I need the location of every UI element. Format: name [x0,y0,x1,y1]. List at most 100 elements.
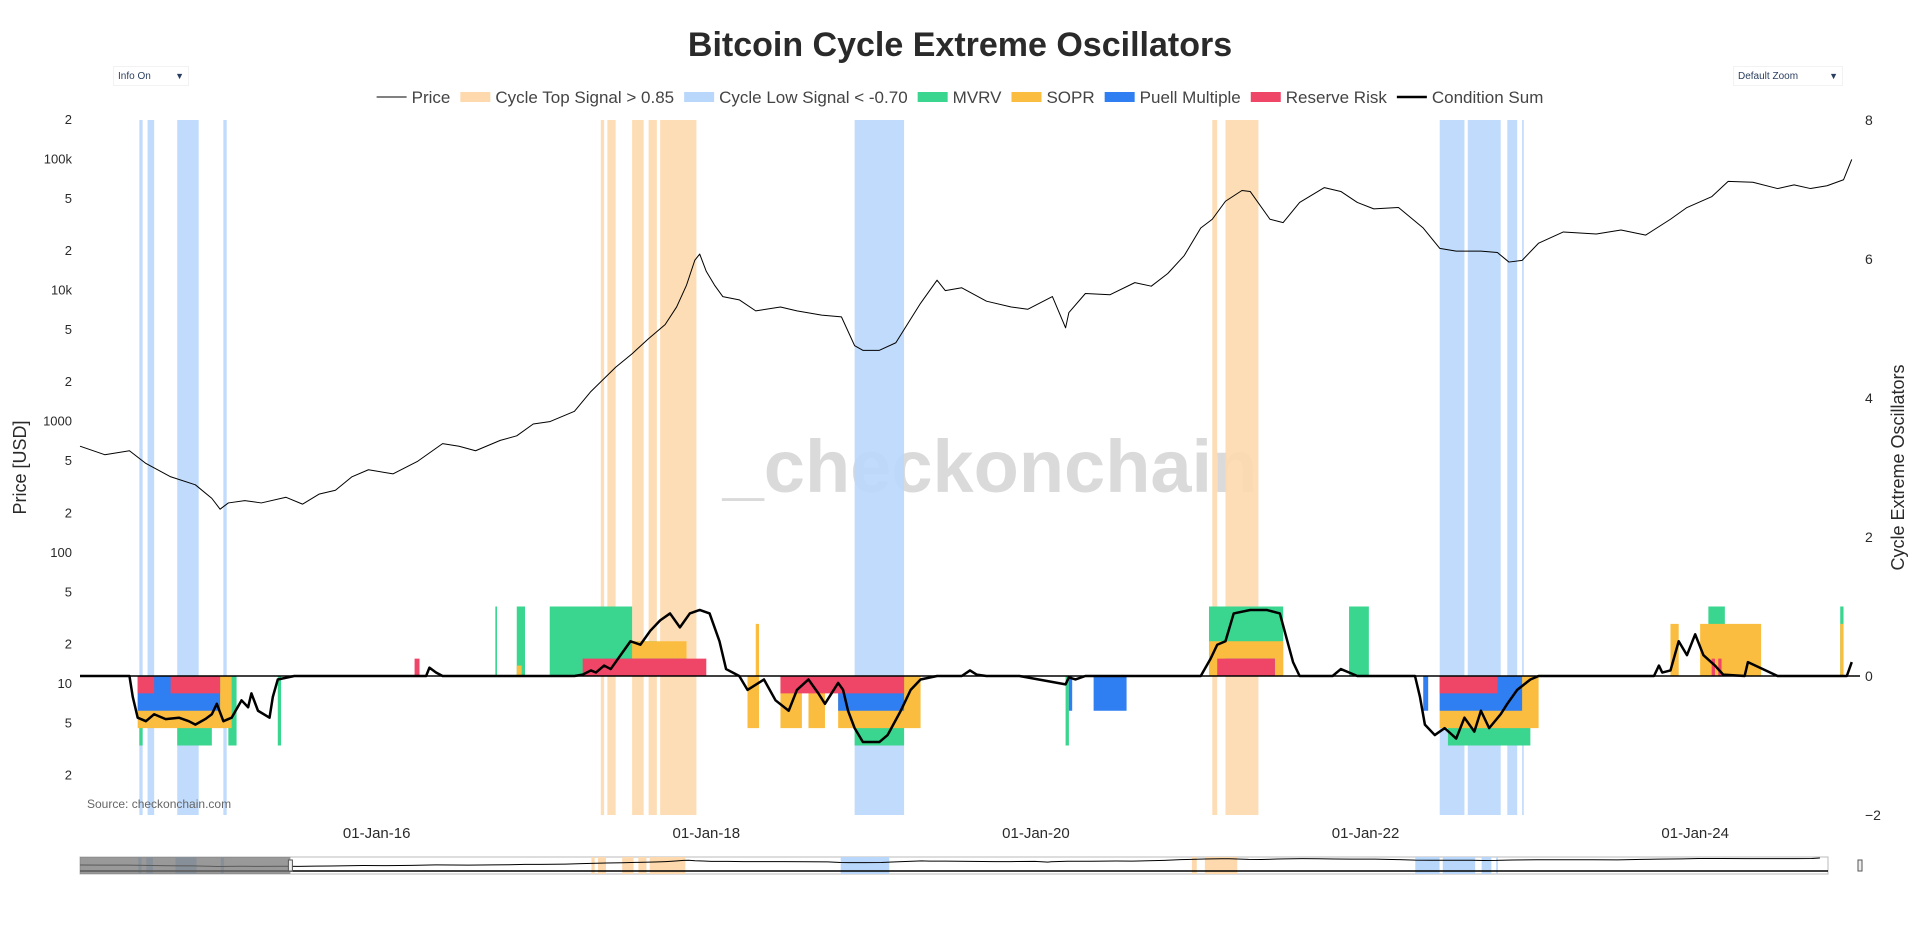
y-right-tick-label: 0 [1865,668,1873,684]
top-signal-band [1212,120,1218,815]
legend-item-price[interactable]: Price [376,88,451,107]
reserve-risk-bar [1711,658,1715,676]
y-right-tick-label: 8 [1865,112,1873,128]
low-signal-band [1507,120,1518,815]
y-left-tick-label: 5 [65,453,72,468]
range-slider-low-band [840,857,890,874]
mvrv-bar [516,606,525,676]
low-signal-band [177,120,199,815]
range-slider-low-band [1481,857,1492,874]
puell-multiple-bar [1093,676,1127,711]
sopr-bar [755,623,760,676]
y-right-tick-label: 2 [1865,529,1873,545]
x-tick-label: 01-Jan-20 [1002,825,1070,842]
chevron-down-icon: ▼ [1829,71,1838,81]
y-left-tick-label: 100 [50,545,72,560]
legend-label: SOPR [1046,88,1094,107]
x-tick-label: 01-Jan-22 [1332,825,1400,842]
range-slider-top-band [638,857,647,874]
top-signal-band [648,120,657,815]
legend-item-mvrv[interactable]: MVRV [917,88,1002,107]
range-slider-top-band [591,857,595,874]
y-left-axis-label: Price [USD] [10,420,30,514]
puell-multiple-bar [1068,676,1073,711]
legend-swatch [1104,92,1135,102]
mvrv-bar [495,606,497,676]
reserve-risk-bar [1439,676,1498,694]
sopr-bar [1700,623,1762,676]
y-left-tick-label: 10k [51,283,72,298]
zoom-dropdown-label: Default Zoom [1738,70,1799,82]
top-signal-band [1225,120,1259,815]
range-slider-top-band [622,857,634,874]
x-tick-label: 01-Jan-16 [343,825,411,842]
y-left-tick-label: 100k [44,151,73,166]
mvrv-bar [228,676,237,746]
chevron-down-icon: ▼ [175,71,184,81]
y-right-tick-label: 4 [1865,390,1873,406]
range-slider-low-band [1496,857,1498,874]
reserve-risk-bar [1217,658,1275,676]
mvrv-bar [277,676,282,746]
y-left-tick-label: 5 [65,191,72,206]
y-left-tick-label: 2 [65,505,72,520]
range-slider-low-band [1442,857,1476,874]
y-right-tick-label: 6 [1865,251,1873,267]
mvrv-bar [1349,606,1369,676]
top-signal-band [607,120,616,815]
legend-swatch [460,92,491,102]
legend-swatch [684,92,715,102]
x-tick-label: 01-Jan-18 [673,825,741,842]
mvrv-bar [1065,676,1069,746]
top-signal-band [632,120,644,815]
info-dropdown-label: Info On [118,70,151,82]
condition-sum-series-line [80,608,1853,744]
sopr-bar [1840,623,1844,676]
reserve-risk-bar [137,676,155,694]
legend-item-reserve-risk[interactable]: Reserve Risk [1250,88,1388,107]
range-slider[interactable] [79,856,1863,875]
legend-item-cycle-low-signal-0-70[interactable]: Cycle Low Signal < -0.70 [684,88,908,107]
y-left-tick-label: 10 [58,676,72,691]
low-signal-band [1522,120,1524,815]
legend-label: Cycle Low Signal < -0.70 [719,88,908,107]
y-left-tick-label: 2 [65,768,72,783]
x-tick-label: 01-Jan-24 [1661,825,1729,842]
sopr-bar [1670,623,1679,676]
legend-item-cycle-top-signal-0-85[interactable]: Cycle Top Signal > 0.85 [460,88,674,107]
low-signal-band [139,120,143,815]
range-slider-mask [80,857,291,874]
legend-item-sopr[interactable]: SOPR [1011,88,1095,107]
low-signal-band [147,120,155,815]
y-left-tick-label: 2 [65,243,72,258]
y-left-tick-label: 5 [65,715,72,730]
sopr-bar [747,676,760,729]
range-slider-low-band [1415,857,1440,874]
legend-label: Puell Multiple [1140,88,1241,107]
chart-title: Bitcoin Cycle Extreme Oscillators [687,26,1233,64]
range-slider-price-line [79,857,1820,868]
range-slider-handle[interactable] [287,859,293,872]
legend-item-puell-multiple[interactable]: Puell Multiple [1104,88,1241,107]
legend-swatch [917,92,948,102]
sopr-bar [516,665,522,676]
zoom-dropdown[interactable]: Default Zoom ▼ [1733,66,1843,86]
y-left-tick-label: 5 [65,584,72,599]
reserve-risk-bar [780,676,905,694]
y-right-tick-label: −2 [1865,807,1881,823]
legend-label: MVRV [953,88,1002,107]
legend-label: Cycle Top Signal > 0.85 [495,88,674,107]
reserve-risk-bar [414,658,420,676]
range-slider-handle[interactable] [1857,859,1863,872]
y-left-tick-label: 1000 [43,414,72,429]
y-left-tick-label: 5 [65,322,72,337]
legend-label: Reserve Risk [1286,88,1388,107]
legend-swatch [1011,92,1042,102]
source-note: Source: checkonchain.com [87,797,231,811]
legend-swatch [1250,92,1281,102]
range-slider-top-band [1191,857,1197,874]
legend-item-condition-sum[interactable]: Condition Sum [1396,88,1544,107]
range-slider-top-band [597,857,607,874]
legend-label: Condition Sum [1432,88,1544,107]
info-dropdown[interactable]: Info On ▼ [113,66,189,86]
